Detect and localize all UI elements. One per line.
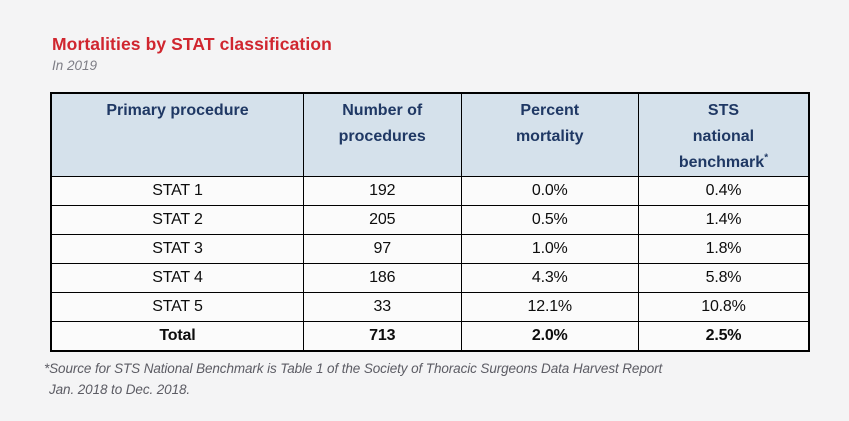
table-row-stat3: STAT 3 97 1.0% 1.8%	[50, 234, 810, 264]
table-row-stat1: STAT 1 192 0.0% 0.4%	[50, 176, 810, 206]
footnote-asterisk: *	[764, 152, 769, 164]
cell-procedure: STAT 5	[50, 292, 304, 322]
cell-mortality: 0.0%	[460, 176, 639, 206]
cell-mortality: 4.3%	[460, 263, 639, 293]
cell-count: 186	[302, 263, 462, 293]
table-total-row: Total 713 2.0% 2.5%	[50, 321, 810, 352]
cell-count-total: 713	[302, 321, 462, 352]
cell-benchmark: 0.4%	[637, 176, 810, 206]
table-header-row: Primary procedure Number of procedures P…	[50, 92, 810, 177]
col-header-sts-national-benchmark: STS national benchmark*	[637, 92, 810, 177]
cell-count: 33	[302, 292, 462, 322]
table-row-stat5: STAT 5 33 12.1% 10.8%	[50, 292, 810, 322]
cell-count: 192	[302, 176, 462, 206]
cell-procedure: STAT 2	[50, 205, 304, 235]
col-header-number-of-procedures: Number of procedures	[302, 92, 462, 177]
cell-procedure: STAT 1	[50, 176, 304, 206]
cell-benchmark-total: 2.5%	[637, 321, 810, 352]
cell-mortality: 12.1%	[460, 292, 639, 322]
col-header-label: Primary procedure	[106, 102, 249, 119]
cell-benchmark: 5.8%	[637, 263, 810, 293]
col-header-label: Percent mortality	[515, 102, 584, 145]
table-row-stat2: STAT 2 205 0.5% 1.4%	[50, 205, 810, 235]
footnote-line-2: Jan. 2018 to Dec. 2018.	[49, 382, 191, 397]
cell-count: 97	[302, 234, 462, 264]
cell-procedure: STAT 4	[50, 263, 304, 293]
cell-benchmark: 10.8%	[637, 292, 810, 322]
page-title: Mortalities by STAT classification	[52, 34, 332, 54]
mortality-table: Primary procedure Number of procedures P…	[50, 92, 810, 352]
col-header-primary-procedure: Primary procedure	[50, 92, 304, 177]
footnote-line-1: *Source for STS National Benchmark is Ta…	[44, 361, 663, 376]
cell-benchmark: 1.8%	[637, 234, 810, 264]
cell-mortality: 0.5%	[460, 205, 639, 235]
cell-mortality-total: 2.0%	[460, 321, 639, 352]
cell-mortality: 1.0%	[460, 234, 639, 264]
cell-count: 205	[302, 205, 462, 235]
page-subtitle: In 2019	[52, 58, 98, 73]
table-row-stat4: STAT 4 186 4.3% 5.8%	[50, 263, 810, 293]
source-footnote: *Source for STS National Benchmark is Ta…	[44, 358, 662, 400]
col-header-label: STS national benchmark	[678, 102, 765, 171]
cell-procedure: STAT 3	[50, 234, 304, 264]
col-header-percent-mortality: Percent mortality	[460, 92, 639, 177]
col-header-label: Number of procedures	[338, 102, 426, 145]
cell-benchmark: 1.4%	[637, 205, 810, 235]
cell-procedure-total: Total	[50, 321, 304, 352]
